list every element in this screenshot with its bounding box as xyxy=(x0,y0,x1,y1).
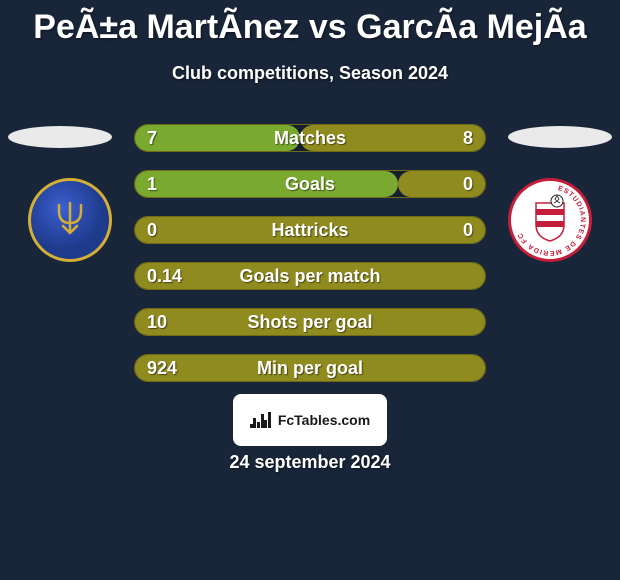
shield-icon: ESTUDIANTES DE MERIDA FC xyxy=(511,181,589,259)
player-left-silhouette xyxy=(8,126,112,148)
brand-text: FcTables.com xyxy=(278,412,370,428)
stat-right-value: 8 xyxy=(463,125,473,151)
player-right-silhouette xyxy=(508,126,612,148)
trident-icon xyxy=(49,199,91,241)
brand-card[interactable]: FcTables.com xyxy=(233,394,387,446)
stat-row: 1 Goals 0 xyxy=(134,170,486,198)
chart-icon-bar xyxy=(257,422,260,428)
chart-icon-bar xyxy=(264,420,267,428)
chart-icon-bar xyxy=(253,418,256,428)
stat-left-value: 0 xyxy=(147,217,157,243)
stat-label: Goals xyxy=(285,171,335,197)
stat-left-value: 1 xyxy=(147,171,157,197)
chart-icon-bar xyxy=(250,424,253,428)
stat-label: Goals per match xyxy=(239,263,380,289)
stat-row: 924 Min per goal xyxy=(134,354,486,382)
stat-right-value: 0 xyxy=(463,171,473,197)
club-badge-left-inner xyxy=(28,178,112,262)
page-title: PeÃ±a MartÃnez vs GarcÃa MejÃa xyxy=(0,0,620,47)
stat-left-value: 10 xyxy=(147,309,167,335)
stat-label: Hattricks xyxy=(271,217,348,243)
stat-label: Min per goal xyxy=(257,355,363,381)
stat-label: Matches xyxy=(274,125,346,151)
stat-label: Shots per goal xyxy=(247,309,372,335)
stats-table: 7 Matches 8 1 Goals 0 0 Hattricks 0 0.14 Goals per… xyxy=(134,124,486,400)
stat-left-value: 0.14 xyxy=(147,263,182,289)
bar-chart-icon xyxy=(250,412,272,428)
chart-icon-bar xyxy=(261,414,264,428)
stat-row: 10 Shots per goal xyxy=(134,308,486,336)
date-text: 24 september 2024 xyxy=(0,452,620,473)
stat-row: 7 Matches 8 xyxy=(134,124,486,152)
stat-left-value: 924 xyxy=(147,355,177,381)
stat-row: 0.14 Goals per match xyxy=(134,262,486,290)
club-badge-left xyxy=(28,178,112,262)
club-badge-right: ESTUDIANTES DE MERIDA FC xyxy=(508,178,592,262)
stat-row: 0 Hattricks 0 xyxy=(134,216,486,244)
stat-right-value: 0 xyxy=(463,217,473,243)
stat-fill-left xyxy=(135,171,398,197)
stat-left-value: 7 xyxy=(147,125,157,151)
chart-icon-bar xyxy=(268,412,271,428)
club-badge-right-inner: ESTUDIANTES DE MERIDA FC xyxy=(508,178,592,262)
page-subtitle: Club competitions, Season 2024 xyxy=(0,63,620,84)
